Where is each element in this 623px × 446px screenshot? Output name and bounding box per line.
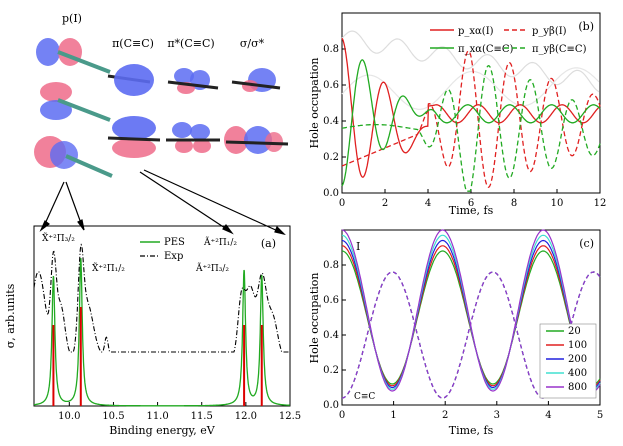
- orbital-label-sigma: σ/σ*: [240, 37, 265, 50]
- panel-a-marks: 10.0 10.5 11.0 11.5 12.0 12.5: [33, 243, 301, 422]
- panel-b-legend: p_xα(I) p_yβ(I) π_xα(C≡C) π_yβ(C≡C): [430, 26, 587, 55]
- panel-b-ytick-label: 0.8: [323, 44, 339, 55]
- panel-b-xtick-label: 4: [425, 198, 431, 209]
- panel-a: 10.0 10.5 11.0 11.5 12.0 12.5 (a) Binding ene…: [4, 225, 301, 437]
- panel-c-legend-box: [539, 323, 597, 399]
- annot-X12: X̃⁺²Π₁/₂: [92, 262, 125, 274]
- panel-c-ylabel: Hole occupation: [308, 272, 321, 363]
- panel-b-ylabel: Hole occupation: [308, 57, 321, 148]
- panel-c-xtick-label: 3: [494, 410, 500, 421]
- panel-a-ylabel: σ, arb.units: [4, 283, 17, 348]
- legend-piyb: π_yβ(C≡C): [532, 44, 587, 55]
- panel-c-xtick-label: 2: [442, 410, 448, 421]
- annot-A12: Ã⁺²Π₁/₂: [203, 236, 237, 248]
- panel-a-frame: [33, 225, 291, 407]
- panel-b-frame: [341, 12, 601, 194]
- annot-A32: Ã⁺²Π₃/₂: [195, 262, 229, 274]
- legend-exp: Exp: [164, 251, 183, 262]
- panel-a-xtick-label: 10.5: [102, 411, 124, 422]
- series-2: [341, 59, 601, 187]
- panel-b-xtick-label: 8: [511, 198, 517, 209]
- panel-a-xtick-label: 10.0: [58, 411, 80, 422]
- panel-b-tag: (b): [578, 20, 594, 33]
- panel-a-xtick-label: 11.0: [146, 411, 168, 422]
- panel-b-ytick-label: 0.2: [323, 152, 339, 163]
- legend-pyb: p_yβ(I): [532, 26, 567, 37]
- panel-c-ytick-label: 0.2: [323, 365, 339, 376]
- series-c-800: [341, 229, 601, 392]
- panel-c-ytick-label: 0.8: [323, 260, 339, 271]
- panel-b-xtick-label: 6: [468, 198, 474, 209]
- series-pes: [34, 258, 290, 407]
- panel-a-xlabel: Binding energy, eV: [109, 424, 216, 437]
- panel-a-xtick-label: 12.5: [279, 411, 301, 422]
- panel-b-xtick-label: 12: [594, 198, 607, 209]
- background-curve: [341, 30, 600, 93]
- panel-a-xtick-label: 12.0: [235, 411, 257, 422]
- legend-c-label: 100: [568, 340, 587, 351]
- orbital-illustrations: p(I) π(C≡C) π*(C≡C) σ/σ*: [34, 12, 289, 236]
- series-exp: [33, 243, 290, 353]
- orbital-pi-1: [107, 64, 154, 96]
- panel-c-ytick-label: 0.6: [323, 295, 339, 306]
- panel-b-ytick-label: 0.4: [323, 116, 339, 127]
- orbital-pI-3: [34, 136, 113, 178]
- orbital-pistar-2: [166, 122, 220, 153]
- series-1: [341, 50, 601, 189]
- panel-b-xtick-label: 2: [382, 198, 388, 209]
- panel-c-xtick-label: 0: [339, 410, 345, 421]
- legend-pixa: π_xα(C≡C): [458, 44, 514, 55]
- panel-c-xtick-label: 4: [545, 410, 551, 421]
- panel-c-label-I: I: [356, 240, 360, 253]
- legend-c-label: 400: [568, 368, 587, 379]
- orbital-pi-2: [107, 116, 161, 158]
- panel-b-xlabel: Time, fs: [449, 204, 494, 217]
- panel-b-xtick-label: 0: [339, 198, 345, 209]
- legend-c-label: 800: [568, 382, 587, 393]
- panel-b: 0 2 4 6 8 10 12 0.0 0.2 0.4 0.6 0.8 (b) Time, fs Ho…: [308, 12, 607, 217]
- orbital-pistar-1: [167, 68, 219, 94]
- connector-arrows: [39, 169, 286, 236]
- panel-c-frame: [341, 229, 601, 406]
- orbital-pI-2: [40, 82, 111, 122]
- orbital-sigma-1: [231, 68, 281, 92]
- legend-c-label: 200: [568, 354, 587, 365]
- series-0: [341, 37, 601, 178]
- orbital-pI-1: [36, 38, 111, 74]
- panel-c-xlabel: Time, fs: [449, 424, 494, 437]
- legend-pxa: p_xα(I): [458, 26, 494, 37]
- panel-a-tag: (a): [261, 237, 276, 250]
- panel-b-xtick-label: 10: [551, 198, 564, 209]
- panel-c-xtick-label: 1: [390, 410, 396, 421]
- orbital-sigma-2: [224, 126, 289, 154]
- legend-pes: PES: [164, 237, 185, 248]
- panel-c-label-cc: C≡C: [354, 392, 375, 402]
- panel-c-ytick-label: 0.4: [323, 330, 339, 341]
- orbital-label-pI: p(I): [62, 12, 82, 25]
- annot-X32: X̃⁺²Π₃/₂: [42, 232, 75, 244]
- panel-c-ytick-label: 0.0: [323, 400, 339, 411]
- panel-a-xtick-label: 11.5: [191, 411, 213, 422]
- panel-a-legend: PES Exp: [140, 237, 185, 262]
- legend-c-label: 20: [568, 326, 581, 337]
- orbital-label-pi: π(C≡C): [112, 37, 154, 50]
- background-curve: [341, 67, 600, 110]
- panel-b-marks: 0 2 4 6 8 10 12 0.0 0.2 0.4 0.6 0.8: [323, 30, 607, 209]
- series-3: [341, 65, 601, 192]
- panel-c-marks: 0 1 2 3 4 5 0.0 0.2 0.4 0.6 0.8 20 100 200 400 800: [323, 229, 603, 421]
- panel-b-ytick-label: 0.6: [323, 80, 339, 91]
- orbital-label-pistar: π*(C≡C): [167, 37, 214, 50]
- panel-b-ytick-label: 0.0: [323, 188, 339, 199]
- panel-c-tag: (c): [579, 237, 594, 250]
- panel-c-xtick-label: 5: [597, 410, 603, 421]
